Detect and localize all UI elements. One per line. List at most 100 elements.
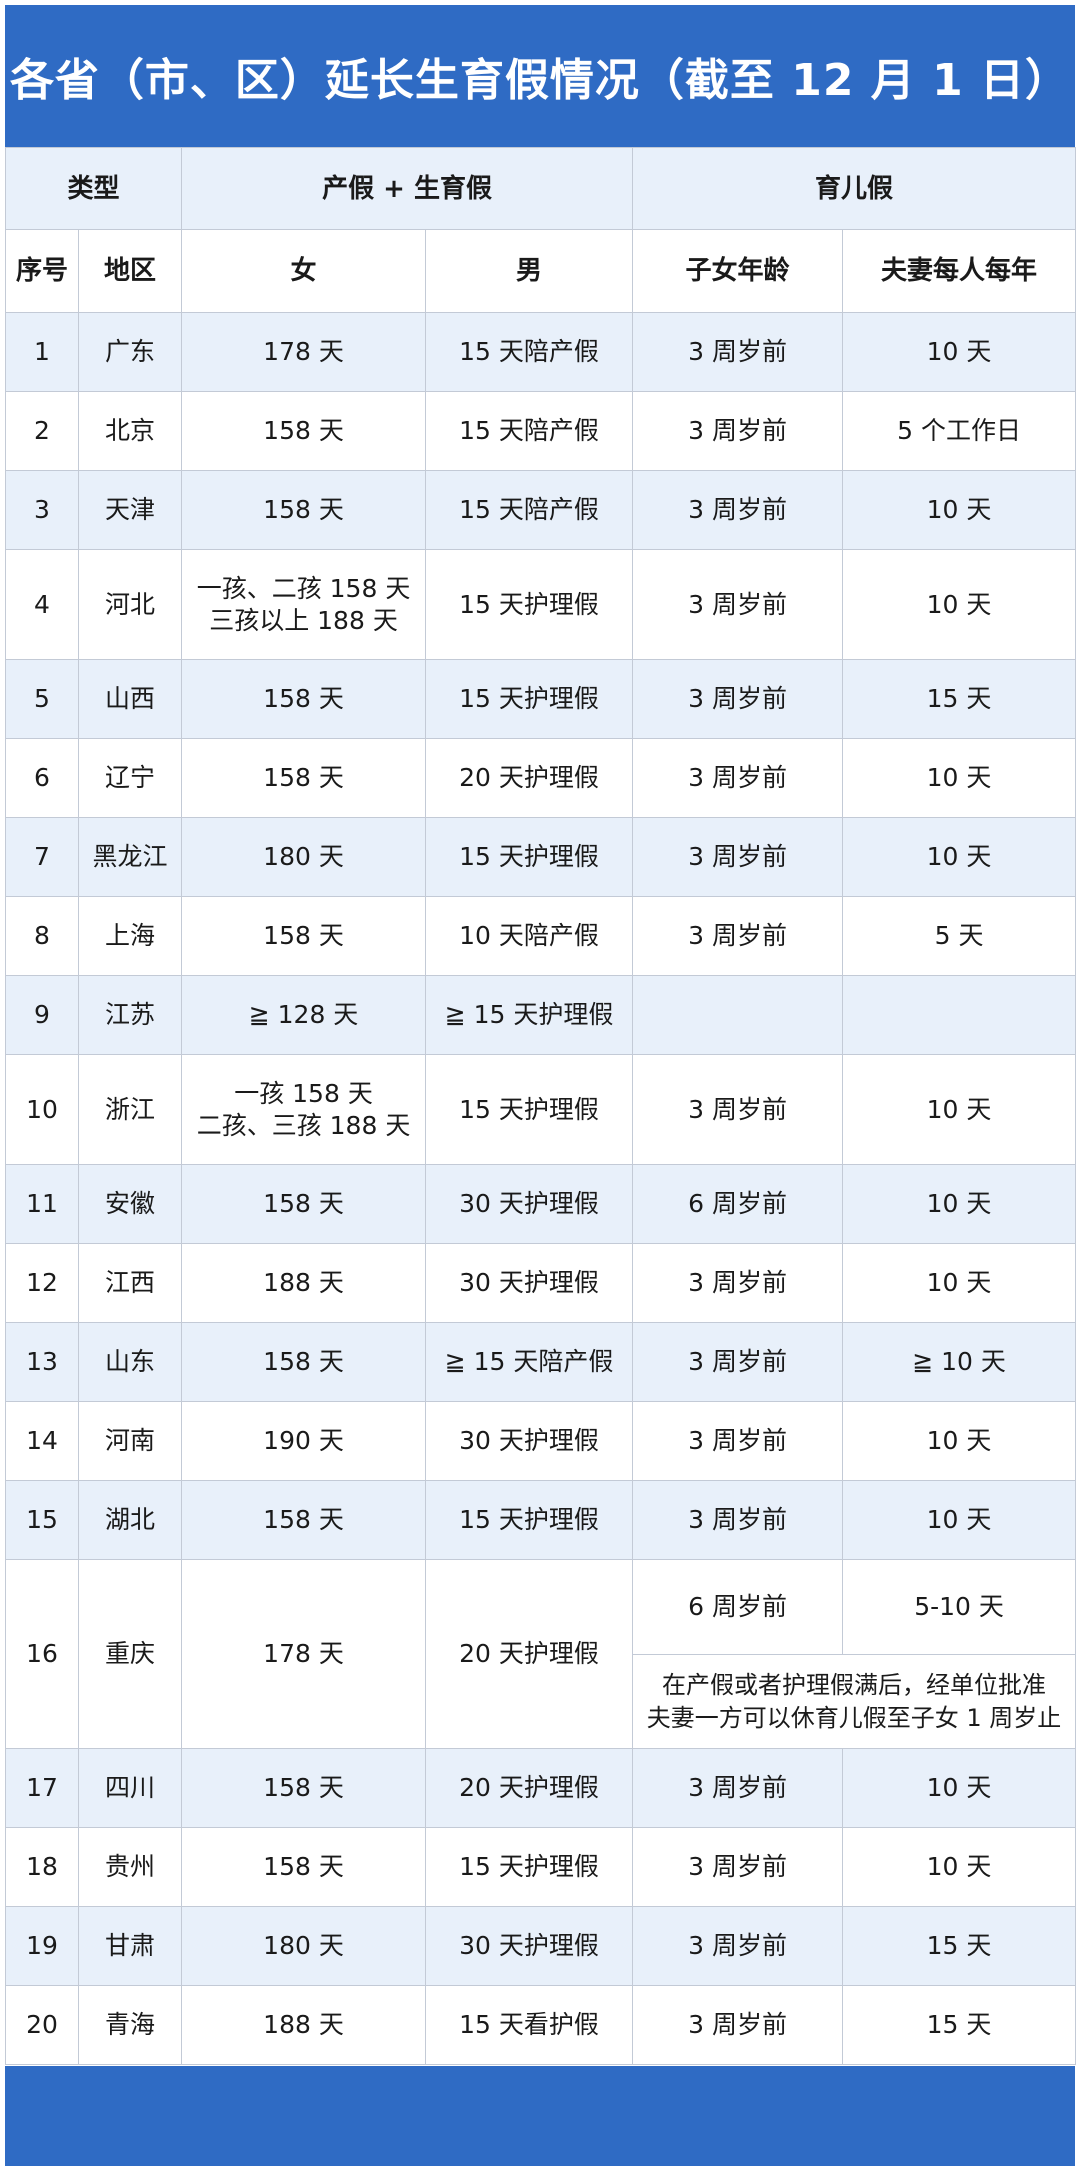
cell-region: 上海 bbox=[77, 896, 183, 976]
cell-female-leave: 一孩、二孩 158 天 三孩以上 188 天 bbox=[181, 549, 427, 660]
cell-region: 江苏 bbox=[77, 975, 183, 1055]
cell-child-age: 6 周岁前 bbox=[632, 1164, 844, 1244]
cell-child-age: 3 周岁前 bbox=[632, 549, 844, 660]
header-no: 序号 bbox=[5, 229, 79, 313]
cell-female-leave: 190 天 bbox=[181, 1401, 427, 1481]
cell-region: 浙江 bbox=[77, 1054, 183, 1165]
table-row: 10 浙江 一孩 158 天 二孩、三孩 188 天 15 天护理假 3 周岁前 10 天 bbox=[5, 1054, 1077, 1165]
cell-days-per-year: 10 天 bbox=[842, 1827, 1077, 1907]
cell-row-number: 5 bbox=[5, 659, 79, 739]
cell-region: 河北 bbox=[77, 549, 183, 660]
cell-child-age: 3 周岁前 bbox=[632, 470, 844, 550]
cell-female-leave: 178 天 bbox=[181, 312, 427, 392]
cell-female-leave: 158 天 bbox=[181, 1164, 427, 1244]
table-row: 11 安徽 158 天 30 天护理假 6 周岁前 10 天 bbox=[5, 1164, 1077, 1244]
cell-female-leave: 158 天 bbox=[181, 391, 427, 471]
cell-child-age: 3 周岁前 bbox=[632, 312, 844, 392]
cell-child-age: 3 周岁前 bbox=[632, 1748, 844, 1828]
cell-days-per-year: 10 天 bbox=[842, 312, 1077, 392]
cell-row-number: 10 bbox=[5, 1054, 79, 1165]
table-row: 6 辽宁 158 天 20 天护理假 3 周岁前 10 天 bbox=[5, 738, 1077, 818]
cell-female-leave: 158 天 bbox=[181, 1480, 427, 1560]
cell-child-age: 3 周岁前 bbox=[632, 1322, 844, 1402]
cell-female-leave: 188 天 bbox=[181, 1243, 427, 1323]
cell-child-age: 3 周岁前 bbox=[632, 1480, 844, 1560]
cell-region: 青海 bbox=[77, 1985, 183, 2065]
table-row: 7 黑龙江 180 天 15 天护理假 3 周岁前 10 天 bbox=[5, 817, 1077, 897]
table-row-note: 在产假或者护理假满后，经单位批准 夫妻一方可以休育儿假至子女 1 周岁止 bbox=[6, 1654, 1077, 1749]
cell-female-leave: 178 天 bbox=[181, 1559, 427, 1749]
cell-row-number: 11 bbox=[5, 1164, 79, 1244]
cell-region: 重庆 bbox=[77, 1559, 183, 1749]
cell-parental-note: 在产假或者护理假满后，经单位批准 夫妻一方可以休育儿假至子女 1 周岁止 bbox=[632, 1654, 1077, 1749]
cell-female-leave: 180 天 bbox=[181, 1906, 427, 1986]
header-maternity-group: 产假 + 生育假 bbox=[181, 147, 634, 230]
cell-region: 江西 bbox=[77, 1243, 183, 1323]
cell-days-per-year: 10 天 bbox=[842, 817, 1077, 897]
cell-child-age: 3 周岁前 bbox=[632, 1985, 844, 2065]
cell-female-leave: 188 天 bbox=[181, 1985, 427, 2065]
cell-male-leave: 20 天护理假 bbox=[425, 738, 634, 818]
table-row: 18 贵州 158 天 15 天护理假 3 周岁前 10 天 bbox=[5, 1827, 1077, 1907]
cell-male-leave: ≧ 15 天陪产假 bbox=[425, 1322, 634, 1402]
cell-female-leave: 一孩 158 天 二孩、三孩 188 天 bbox=[181, 1054, 427, 1165]
table-row: 8 上海 158 天 10 天陪产假 3 周岁前 5 天 bbox=[5, 896, 1077, 976]
cell-days-per-year: 15 天 bbox=[842, 1985, 1077, 2065]
cell-child-age: 3 周岁前 bbox=[632, 1243, 844, 1323]
cell-row-number: 13 bbox=[5, 1322, 79, 1402]
table-row: 1 广东 178 天 15 天陪产假 3 周岁前 10 天 bbox=[5, 312, 1077, 392]
header-column-row: 序号 地区 女 男 子女年龄 夫妻每人每年 bbox=[5, 229, 1077, 313]
cell-female-leave: 158 天 bbox=[181, 738, 427, 818]
cell-male-leave: 15 天护理假 bbox=[425, 817, 634, 897]
cell-days-per-year: 10 天 bbox=[842, 738, 1077, 818]
cell-male-leave: 15 天护理假 bbox=[425, 549, 634, 660]
header-group-row: 类型 产假 + 生育假 育儿假 bbox=[4, 147, 1077, 230]
table-row: 3 天津 158 天 15 天陪产假 3 周岁前 10 天 bbox=[5, 470, 1077, 550]
cell-child-age: 3 周岁前 bbox=[632, 738, 844, 818]
table-row: 13 山东 158 天 ≧ 15 天陪产假 3 周岁前 ≧ 10 天 bbox=[5, 1322, 1077, 1402]
header-type: 类型 bbox=[4, 147, 183, 230]
cell-region: 北京 bbox=[77, 391, 183, 471]
cell-male-leave: 30 天护理假 bbox=[425, 1906, 634, 1986]
cell-child-age: 3 周岁前 bbox=[632, 1827, 844, 1907]
cell-row-number: 8 bbox=[5, 896, 79, 976]
cell-row-number: 12 bbox=[5, 1243, 79, 1323]
cell-days-per-year: 15 天 bbox=[842, 659, 1077, 739]
cell-row-number: 3 bbox=[5, 470, 79, 550]
cell-male-leave: 15 天护理假 bbox=[425, 1054, 634, 1165]
cell-male-leave: 15 天陪产假 bbox=[425, 391, 634, 471]
cell-child-age: 3 周岁前 bbox=[632, 896, 844, 976]
cell-male-leave: ≧ 15 天护理假 bbox=[425, 975, 634, 1055]
cell-region: 山东 bbox=[77, 1322, 183, 1402]
cell-row-number: 15 bbox=[5, 1480, 79, 1560]
cell-row-number: 6 bbox=[5, 738, 79, 818]
header-per-year: 夫妻每人每年 bbox=[842, 229, 1077, 313]
cell-male-leave: 20 天护理假 bbox=[425, 1748, 634, 1828]
cell-row-number: 20 bbox=[5, 1985, 79, 2065]
cell-days-per-year: 10 天 bbox=[842, 470, 1077, 550]
cell-region: 天津 bbox=[77, 470, 183, 550]
cell-male-leave: 15 天看护假 bbox=[425, 1985, 634, 2065]
cell-male-leave: 20 天护理假 bbox=[425, 1559, 634, 1749]
table-row: 14 河南 190 天 30 天护理假 3 周岁前 10 天 bbox=[5, 1401, 1077, 1481]
cell-female-leave: 158 天 bbox=[181, 1322, 427, 1402]
footer-banner bbox=[5, 2066, 1075, 2166]
cell-child-age: 3 周岁前 bbox=[632, 1906, 844, 1986]
header-male: 男 bbox=[425, 229, 634, 313]
table-row: 15 湖北 158 天 15 天护理假 3 周岁前 10 天 bbox=[5, 1480, 1077, 1560]
table-row: 4 河北 一孩、二孩 158 天 三孩以上 188 天 15 天护理假 3 周岁前 10 … bbox=[5, 549, 1077, 660]
cell-male-leave: 30 天护理假 bbox=[425, 1243, 634, 1323]
table-row: 19 甘肃 180 天 30 天护理假 3 周岁前 15 天 bbox=[5, 1906, 1077, 1986]
cell-region: 广东 bbox=[77, 312, 183, 392]
header-region: 地区 bbox=[77, 229, 183, 313]
cell-female-leave: 158 天 bbox=[181, 470, 427, 550]
page-title: 各省（市、区）延长生育假情况（截至 12 月 1 日） bbox=[9, 55, 1071, 106]
cell-days-per-year: 5 个工作日 bbox=[842, 391, 1077, 471]
cell-region: 黑龙江 bbox=[77, 817, 183, 897]
cell-days-per-year: 10 天 bbox=[842, 1748, 1077, 1828]
cell-days-per-year: 15 天 bbox=[842, 1906, 1077, 1986]
cell-female-leave: 158 天 bbox=[181, 659, 427, 739]
table-body: 1 广东 178 天 15 天陪产假 3 周岁前 10 天 2 北京 158 天 15 天陪产假 3… bbox=[5, 312, 1077, 2065]
table-row: 12 江西 188 天 30 天护理假 3 周岁前 10 天 bbox=[5, 1243, 1077, 1323]
